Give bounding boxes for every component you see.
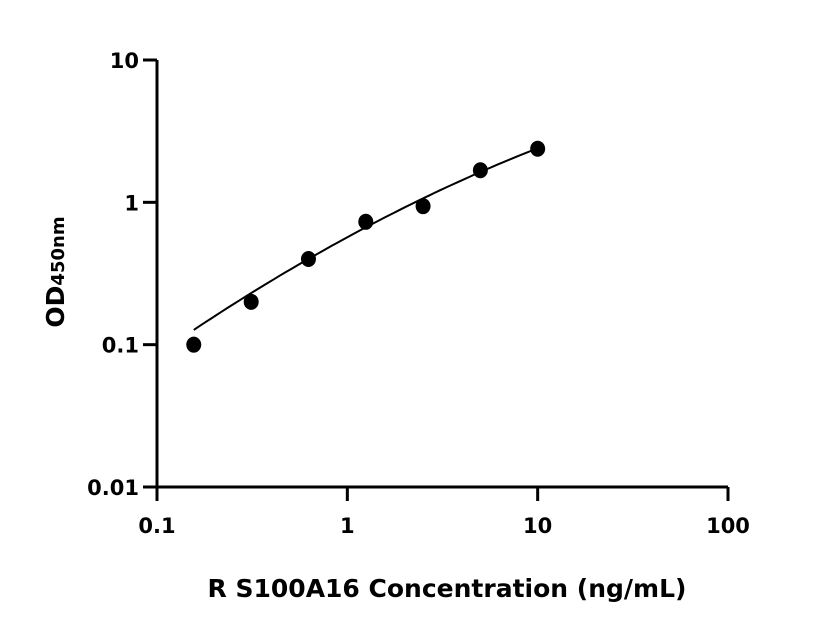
x-tick-label: 1 <box>340 514 355 538</box>
ticks: 0.1 1 10 100 0.01 0.1 1 10 <box>87 49 750 538</box>
x-axis-title: R S100A16 Concentration (ng/mL) <box>208 574 687 603</box>
data-point <box>358 213 374 230</box>
data-points <box>186 140 546 353</box>
x-tick-label: 0.1 <box>138 514 175 538</box>
axes <box>155 60 728 489</box>
data-point <box>415 198 431 215</box>
x-tick-label: 100 <box>706 514 750 538</box>
data-point <box>186 336 202 353</box>
y-tick-label: 0.1 <box>102 334 139 358</box>
x-tick-label: 10 <box>523 514 552 538</box>
y-tick-label: 0.01 <box>87 476 139 500</box>
y-tick-label: 1 <box>124 191 139 215</box>
data-point <box>300 250 316 267</box>
y-axis-title: OD450nm <box>41 216 70 327</box>
y-axis-title-main: OD <box>41 286 70 328</box>
data-point <box>243 293 259 310</box>
y-tick-label: 10 <box>110 49 139 73</box>
data-point <box>530 140 546 157</box>
data-point <box>472 162 488 179</box>
y-axis-title-subscript: 450nm <box>48 216 69 285</box>
